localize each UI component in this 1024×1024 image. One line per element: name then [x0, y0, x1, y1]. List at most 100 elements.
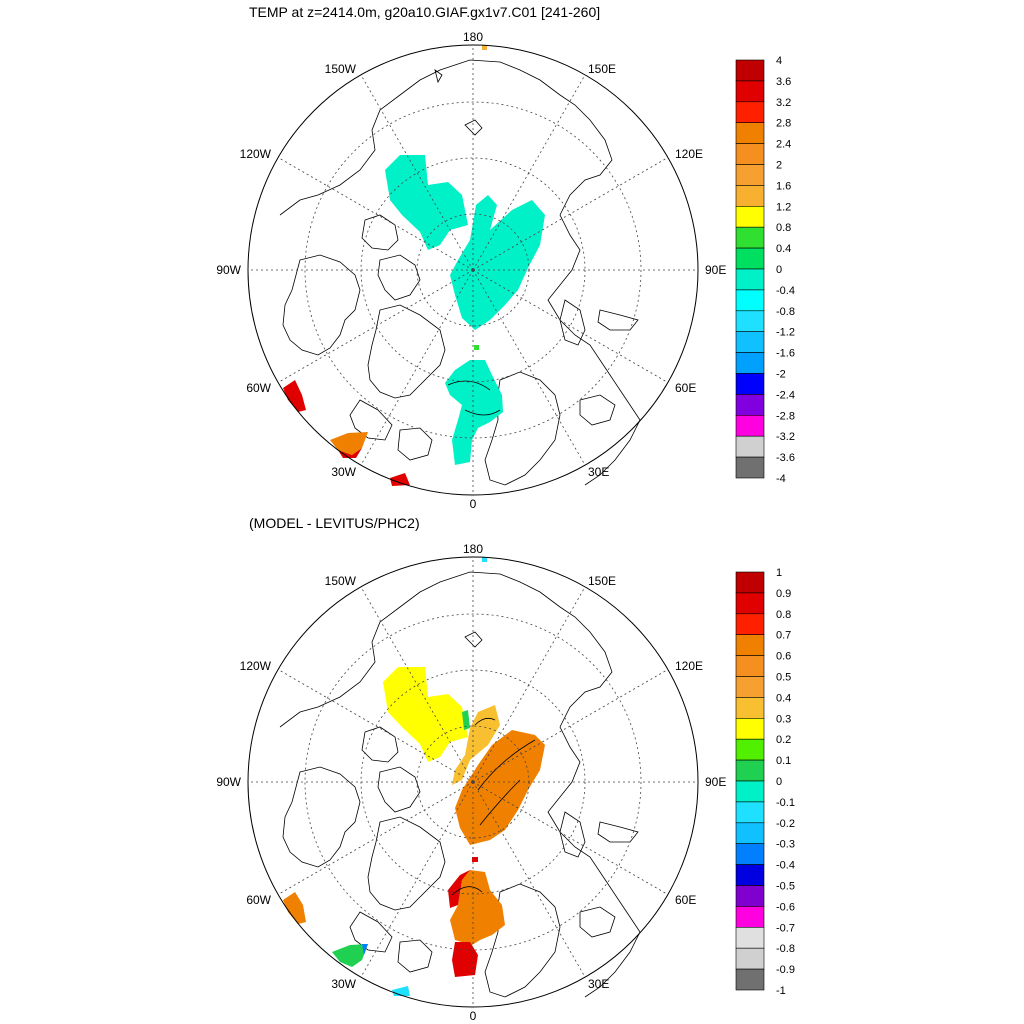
panel2-difference-field: [283, 557, 545, 996]
panel1-lon-label: 60E: [675, 381, 696, 395]
panel2-lon-label: 0: [470, 1009, 477, 1023]
panel2-colorbar-swatch: [735, 926, 765, 949]
panel2-graticule: [249, 557, 697, 1007]
panel1-colorbar-swatch: [735, 331, 765, 353]
panel2-colorbar-label: -0.3: [776, 839, 795, 851]
panel1-field-labrador-hot: [283, 380, 306, 412]
panel2-colorbar-label: -0.6: [776, 901, 795, 913]
panel1-colorbar-label: -2.4: [776, 389, 795, 401]
panel1-field-iceland-hot: [390, 473, 410, 486]
panel1-colorbar-swatch: [735, 80, 765, 103]
panel2-lon-label: 90E: [705, 775, 726, 789]
panel2-colorbar-swatch: [735, 759, 765, 782]
panel2-field-eurasian-basin: [455, 730, 545, 845]
panel1-colorbar-label: -2.8: [776, 410, 795, 422]
panel1-colorbar-label: -0.4: [776, 285, 795, 297]
panel2-colorbar-label: 0.3: [776, 713, 791, 725]
panel2-colorbar-label: -0.5: [776, 881, 795, 893]
panel2-colorbar-label: 0: [776, 776, 782, 788]
panel1-colorbar-swatch: [735, 122, 765, 144]
panel1-colorbar-label: 0.4: [776, 243, 791, 255]
panel2-lon-label: 150E: [588, 574, 616, 588]
panel2-colorbar-swatch: [735, 676, 765, 698]
panel1-colorbar-label: -1.2: [776, 327, 795, 339]
panel2-colorbar-label: 1: [776, 567, 782, 579]
panel1-lon-label: 30E: [588, 465, 609, 479]
panel1-coastlines: [279, 59, 641, 486]
panel1-colorbar-swatch: [735, 268, 765, 291]
panel1-colorbar-label: 0: [776, 264, 782, 276]
panel2-colorbar-label: 0.8: [776, 609, 791, 621]
panel2-colorbar-label: -0.4: [776, 860, 795, 872]
panel1-colorbar-label: -3.2: [776, 431, 795, 443]
panel2-colorbar-swatch: [735, 906, 765, 928]
panel1-lon-label: 90W: [216, 263, 241, 277]
panel2-colorbar-swatch: [735, 801, 765, 824]
panel2-colorbar-swatch: [735, 885, 765, 907]
panel2-colorbar-label: 0.4: [776, 692, 791, 704]
panel1-colorbar-swatch: [735, 206, 765, 228]
panel2-field-nordic-seas: [450, 870, 505, 945]
panel1-lon-label: 30W: [331, 465, 356, 479]
panel2-colorbar-swatch: [735, 592, 765, 615]
panel1-field-eurasian-basin: [450, 195, 545, 330]
panel1-temperature-field: [283, 45, 545, 486]
panel2-title: (MODEL - LEVITUS/PHC2): [249, 515, 420, 531]
panel1-field-irminger-warm: [330, 432, 368, 455]
panel1-colorbar-label: -2: [776, 369, 786, 381]
panel2-lon-labels: 180 150E 120E 90E 60E 30E 0 30W 60W 90W …: [216, 542, 726, 1023]
panel2-field-canada-edge: [462, 710, 470, 730]
panel2-colorbar-swatch: [735, 843, 765, 865]
panel2-field-irminger-cool: [332, 944, 368, 967]
panel2-lon-label: 30W: [331, 977, 356, 991]
panel2-colorbar-label: -0.8: [776, 943, 795, 955]
panel2-colorbar-label: -0.9: [776, 964, 795, 976]
panel1-graticule: [249, 45, 697, 495]
panel1-colorbar-label: -0.8: [776, 306, 795, 318]
panel1-colorbar-swatch: [735, 226, 765, 249]
panel1-colorbar-swatch: [735, 373, 765, 395]
panel1-lon-label: 150E: [588, 62, 616, 76]
panel1-colorbar-swatch: [735, 394, 765, 416]
panel2-field-greenland-hot: [448, 870, 470, 908]
panel1-lon-label: 60W: [246, 381, 271, 395]
panel2-colorbar-swatch: [735, 717, 765, 740]
panel1-lon-label: 120E: [675, 147, 703, 161]
panel2-colorbar-swatch: [735, 613, 765, 635]
panel2-colorbar-label: 0.5: [776, 672, 791, 684]
panel1-colorbar-label: 0.8: [776, 222, 791, 234]
panel2-field-lomonosov: [452, 705, 500, 785]
panel2-colorbar-swatch: [735, 571, 765, 594]
panel1-colorbar-label: 2: [776, 160, 782, 172]
panel2-field-canada-basin: [383, 667, 468, 762]
panel2-colorbar-label: 0.7: [776, 630, 791, 642]
panel1-colorbar-swatch: [735, 352, 765, 374]
panel2-lon-label: 150W: [325, 574, 357, 588]
panel1-colorbar-label: 1.6: [776, 180, 791, 192]
panel2-colorbar-label: -1: [776, 985, 786, 997]
panel1-lon-label: 120W: [240, 147, 272, 161]
panel2-colorbar-label: -0.1: [776, 797, 795, 809]
panel1-colorbar-label: 2.8: [776, 118, 791, 130]
panel2-lon-label: 180: [463, 542, 483, 556]
panel1-colorbar-label: 2.4: [776, 139, 791, 151]
panel1-colorbar-swatch: [735, 143, 765, 165]
panel2-lon-label: 90W: [216, 775, 241, 789]
panel2-coastlines: [279, 571, 641, 998]
panel2-colorbar-swatch: [735, 634, 765, 656]
panel1-colorbar-swatch: [735, 456, 765, 479]
panel2-colorbar-swatch: [735, 968, 765, 991]
panel2-colorbar-label: 0.9: [776, 588, 791, 600]
panel1-field-nordic-seas: [445, 360, 503, 465]
panel2-field-iceland-hot: [452, 942, 478, 977]
panel1-lon-labels: 180 150E 120E 90E 60E 30E 0 30W 60W 90W …: [216, 30, 726, 511]
panel2-map: 180 150E 120E 90E 60E 30E 0 30W 60W 90W …: [216, 542, 795, 1023]
panel1-field-irminger-hot: [338, 448, 362, 458]
panel2-colorbar-swatch: [735, 947, 765, 970]
panel2-lon-label: 120E: [675, 659, 703, 673]
panel2-field-labrador-hot: [283, 892, 306, 924]
panel2-colorbar-label: -0.2: [776, 818, 795, 830]
panel2-colorbar-swatch: [735, 655, 765, 677]
panel1-colorbar-label: 1.2: [776, 201, 791, 213]
